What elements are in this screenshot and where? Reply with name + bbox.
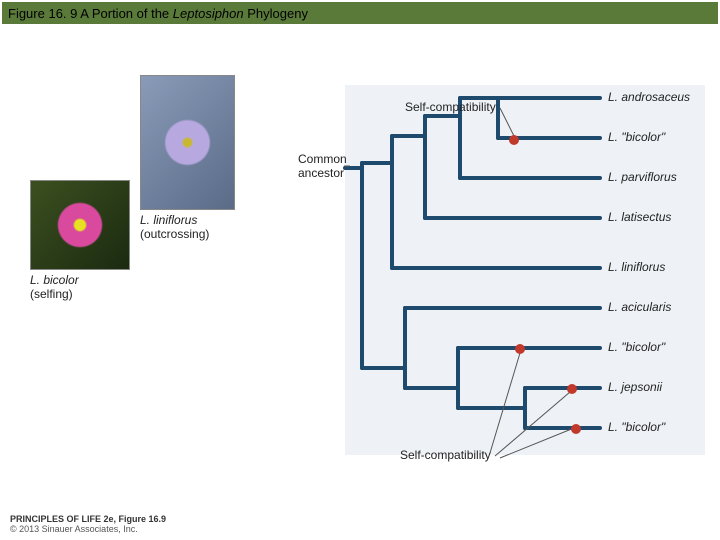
tip-label: L. "bicolor" bbox=[608, 420, 665, 434]
photo-bicolor-caption: L. bicolor (selfing) bbox=[30, 273, 130, 302]
tip-species: L. "bicolor" bbox=[608, 420, 665, 434]
flower-icon bbox=[55, 200, 105, 250]
tip-species: L. latisectus bbox=[608, 210, 671, 224]
photo-liniflorus: L. liniflorus (outcrossing) bbox=[140, 75, 235, 242]
tip-species: L. parviflorus bbox=[608, 170, 677, 184]
photo-panel: L. bicolor (selfing) L. liniflorus (outc… bbox=[10, 50, 290, 310]
root-label: Common ancestor bbox=[298, 153, 353, 181]
title-italic: Leptosiphon bbox=[173, 6, 244, 21]
flower-icon bbox=[160, 115, 215, 170]
figure-footer: PRINCIPLES OF LIFE 2e, Figure 16.9 © 201… bbox=[10, 514, 166, 534]
title-suffix: Phylogeny bbox=[244, 6, 308, 21]
annotation-self-compat-bottom: Self-compatibility bbox=[400, 448, 491, 462]
tip-label: L. "bicolor" bbox=[608, 340, 665, 354]
tip-species: L. liniflorus bbox=[608, 260, 665, 274]
tip-label: L. acicularis bbox=[608, 300, 671, 314]
caption-species: L. bicolor bbox=[30, 273, 79, 287]
tip-label: L. "bicolor" bbox=[608, 130, 665, 144]
tip-label: L. latisectus bbox=[608, 210, 671, 224]
footer-copyright: © 2013 Sinauer Associates, Inc. bbox=[10, 524, 138, 534]
tip-species: L. "bicolor" bbox=[608, 340, 665, 354]
tip-label: L. liniflorus bbox=[608, 260, 665, 274]
tip-label: L. androsaceus bbox=[608, 90, 690, 104]
caption-species: L. liniflorus bbox=[140, 213, 197, 227]
tip-species: L. acicularis bbox=[608, 300, 671, 314]
phylogeny-tree: Common ancestor Self-compatibility Self-… bbox=[300, 68, 710, 468]
photo-bicolor: L. bicolor (selfing) bbox=[30, 180, 130, 302]
tip-species: L. "bicolor" bbox=[608, 130, 665, 144]
tip-species: L. jepsonii bbox=[608, 380, 662, 394]
figure-title: Figure 16. 9 A Portion of the Leptosipho… bbox=[8, 6, 308, 21]
photo-bicolor-image bbox=[30, 180, 130, 270]
photo-liniflorus-caption: L. liniflorus (outcrossing) bbox=[140, 213, 235, 242]
root-label-l1: Common bbox=[298, 152, 347, 166]
photo-liniflorus-image bbox=[140, 75, 235, 210]
caption-mode: (selfing) bbox=[30, 287, 73, 301]
tip-label: L. jepsonii bbox=[608, 380, 662, 394]
caption-mode: (outcrossing) bbox=[140, 227, 209, 241]
root-label-l2: ancestor bbox=[298, 166, 344, 180]
tip-label: L. parviflorus bbox=[608, 170, 677, 184]
tip-species: L. androsaceus bbox=[608, 90, 690, 104]
title-prefix: Figure 16. 9 A Portion of the bbox=[8, 6, 173, 21]
footer-source: PRINCIPLES OF LIFE 2e, Figure 16.9 bbox=[10, 514, 166, 524]
figure-title-bar: Figure 16. 9 A Portion of the Leptosipho… bbox=[2, 2, 718, 24]
annotation-self-compat-top: Self-compatibility bbox=[405, 100, 496, 114]
